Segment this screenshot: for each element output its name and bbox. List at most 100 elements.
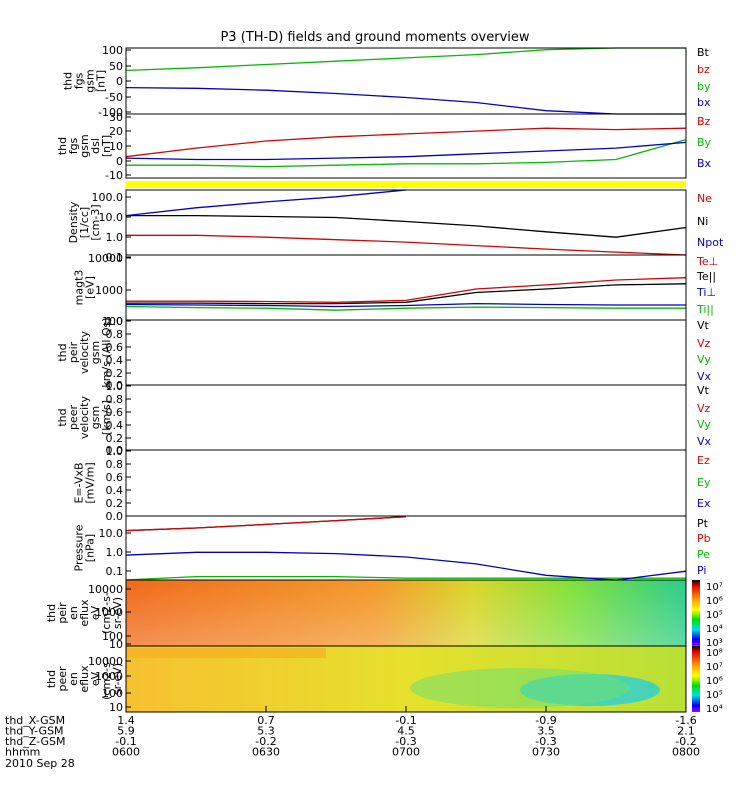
- y-axis-label-line: sr-eV): [111, 663, 124, 695]
- y-axis-label-line: fgs: [67, 137, 80, 154]
- y-axis-label-line: peer: [56, 666, 69, 692]
- y-axis-label-line: peer: [67, 405, 80, 431]
- y-axis-label: E=-VxB[mV/m]: [73, 462, 97, 503]
- y-axis-label-line: [eV]: [84, 276, 97, 299]
- colorbar-tick-label: 10⁵: [706, 690, 723, 701]
- y-tick-label: 0.1: [106, 251, 124, 264]
- y-axis-label-line: thd: [56, 343, 69, 361]
- y-tick-label: 0.2: [106, 432, 124, 445]
- y-tick-label: -10: [105, 169, 123, 182]
- legend-entry: Bx: [697, 157, 712, 170]
- footer-value: -0.2: [675, 735, 696, 748]
- legend-entry: Ez: [697, 454, 710, 467]
- footer-value: 0700: [392, 746, 420, 759]
- legend-entry: Vt: [697, 384, 710, 397]
- footer-value: 0800: [672, 746, 700, 759]
- panel-frame: [125, 113, 687, 179]
- colorbar-tick-label: 10⁴: [706, 624, 723, 635]
- y-axis-label: Density[1/cc][cm-3]: [67, 201, 102, 243]
- panel-frame: [125, 515, 687, 581]
- y-tick-label: 1000: [95, 670, 123, 683]
- y-axis-label: magt3[eV]: [73, 270, 97, 306]
- colorbar-tick-label: 10⁷: [706, 662, 723, 673]
- y-tick-label: 0.8: [106, 458, 124, 471]
- y-axis-label-line: [nT]: [100, 135, 113, 157]
- y-axis-label-line: eV: [89, 605, 102, 620]
- y-axis-label-line: sr-eV): [111, 597, 124, 629]
- footer-value: -0.3: [395, 735, 416, 748]
- y-axis-label-line: gsm: [89, 341, 102, 364]
- y-tick-label: 10: [109, 701, 123, 714]
- y-tick-label: 0.4: [106, 419, 124, 432]
- series-line-density: [126, 214, 687, 238]
- legend-entry: Ti||: [696, 303, 714, 316]
- y-axis-label-line: Pressure: [73, 524, 86, 571]
- y-tick-label: 10000: [88, 583, 123, 596]
- series-line-fgs_gsm: [125, 86, 686, 115]
- legend-entry: Vx: [697, 435, 712, 448]
- legend-entry: Vz: [697, 337, 711, 350]
- footer-date: 2010 Sep 28: [5, 757, 75, 770]
- chart-title: P3 (TH-D) fields and ground moments over…: [220, 30, 530, 45]
- y-tick-label: 20: [109, 125, 123, 138]
- y-tick-label: 100: [102, 315, 123, 328]
- y-tick-label: 0.0: [106, 444, 124, 457]
- y-tick-label: 10000: [88, 252, 123, 265]
- legend-entry: By: [697, 136, 712, 149]
- y-axis-label-line: velocity: [78, 331, 91, 374]
- ion-colorbar: [692, 580, 700, 646]
- colorbar-tick-label: 10³: [706, 638, 723, 649]
- series-line-fgs_gsm: [125, 47, 686, 72]
- ion-spectrogram-shade: [126, 580, 686, 646]
- y-axis-label-line: magt3: [73, 270, 86, 306]
- legend-entry: Vz: [697, 402, 711, 415]
- footer-value: 3.5: [537, 725, 555, 738]
- y-axis-label-line: [nPa]: [84, 534, 97, 562]
- series-line-density: [126, 234, 687, 256]
- y-axis-label: Pressure[nPa]: [73, 524, 97, 571]
- footer-value: -0.1: [115, 735, 136, 748]
- series-line-temp: [126, 277, 687, 303]
- footer-value: -1.6: [675, 714, 696, 727]
- y-tick-label: 0.4: [106, 484, 124, 497]
- series-line-fgs_dsl: [125, 127, 687, 158]
- colorbar-tick-label: 10⁵: [706, 610, 723, 621]
- y-axis-label-line: eflux: [78, 599, 91, 627]
- legend-entry: Pe: [697, 548, 710, 561]
- y-axis-label-line: en: [67, 672, 80, 686]
- y-tick-label: 0.0: [106, 510, 124, 523]
- footer-value: -0.3: [535, 735, 556, 748]
- colorbar-tick-label: 10⁶: [706, 596, 723, 607]
- y-tick-label: 1.0: [106, 546, 124, 559]
- y-tick-label: 0.6: [106, 341, 124, 354]
- y-axis-label-line: velocity: [78, 396, 91, 439]
- y-tick-label: 0.2: [106, 497, 124, 510]
- legend-entry: Te⊥: [696, 255, 718, 268]
- y-tick-label: 0: [116, 155, 123, 168]
- y-axis-label-line: (cm2-s-: [100, 592, 113, 634]
- footer-value: 0730: [532, 746, 560, 759]
- series-line-temp: [126, 283, 687, 305]
- series-line-pressure: [125, 551, 687, 581]
- y-tick-label: 0.1: [106, 565, 124, 578]
- y-tick-label: -50: [105, 91, 123, 104]
- y-axis-label-line: thd: [56, 137, 69, 155]
- y-axis-label-line: dsl: [89, 138, 102, 154]
- y-tick-label: 10: [109, 140, 123, 153]
- legend-entry: Te||: [696, 270, 716, 283]
- y-tick-label: 10000: [88, 655, 123, 668]
- y-axis-label-line: gsm: [89, 406, 102, 429]
- y-axis-label-line: peir: [56, 602, 69, 624]
- legend-entry: Vy: [697, 353, 711, 366]
- y-tick-label: 100: [102, 44, 123, 57]
- footer-value: 2.1: [677, 725, 695, 738]
- y-tick-label: 1000: [95, 284, 123, 297]
- y-axis-label-line: [mV/m]: [84, 462, 97, 503]
- footer-value: 0630: [252, 746, 280, 759]
- y-tick-label: 0.4: [106, 354, 124, 367]
- panel-frame: [125, 319, 687, 386]
- y-tick-label: 100: [102, 687, 123, 700]
